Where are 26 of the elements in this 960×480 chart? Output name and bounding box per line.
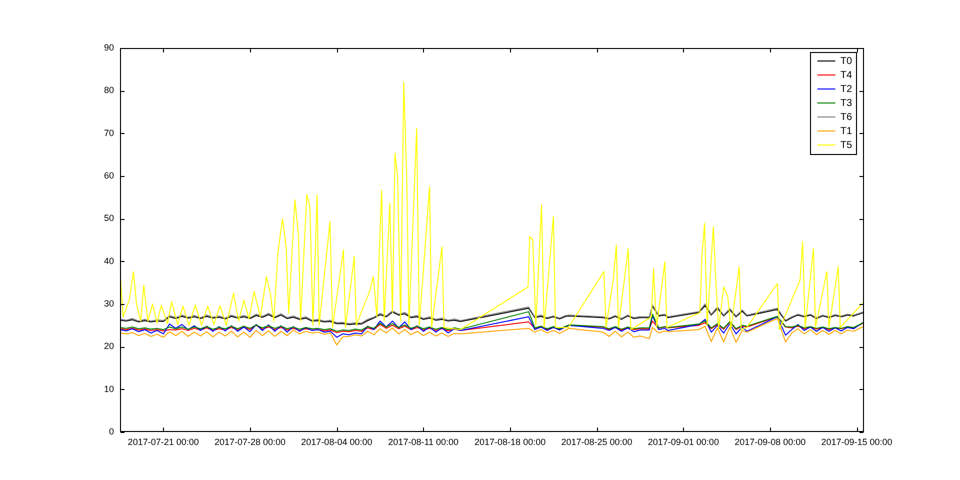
x-tick-label: 2017-07-28 00:00 (214, 436, 286, 447)
x-tick-label: 2017-08-25 00:00 (561, 436, 632, 447)
legend-label: T2 (840, 84, 852, 95)
legend-label: T0 (840, 56, 852, 67)
x-tick-label: 2017-09-01 00:00 (648, 436, 719, 447)
legend-label: T5 (840, 140, 852, 151)
y-tick-label: 10 (104, 384, 114, 394)
x-tick-label: 2017-08-11 00:00 (388, 436, 459, 447)
legend-label: T1 (840, 126, 852, 137)
y-tick-label: 20 (104, 341, 114, 352)
y-tick-label: 0 (108, 426, 114, 436)
x-tick-label: 2017-07-21 00:00 (128, 436, 199, 447)
legend-label: T3 (840, 98, 852, 109)
y-tick-label: 60 (104, 170, 114, 180)
legend-label: T6 (840, 112, 852, 123)
x-tick-label: 2017-09-08 00:00 (734, 436, 806, 447)
y-tick-label: 90 (104, 42, 114, 52)
y-tick-label: 30 (104, 298, 114, 308)
y-tick-label: 50 (104, 213, 114, 224)
y-tick-label: 70 (104, 128, 114, 138)
x-tick-label: 2017-08-18 00:00 (474, 436, 546, 447)
y-tick-label: 80 (104, 85, 114, 96)
legend-label: T4 (840, 70, 852, 81)
x-tick-label: 2017-09-15 00:00 (821, 436, 892, 447)
x-tick-label: 2017-08-04 00:00 (301, 436, 372, 447)
y-tick-label: 40 (104, 256, 114, 266)
